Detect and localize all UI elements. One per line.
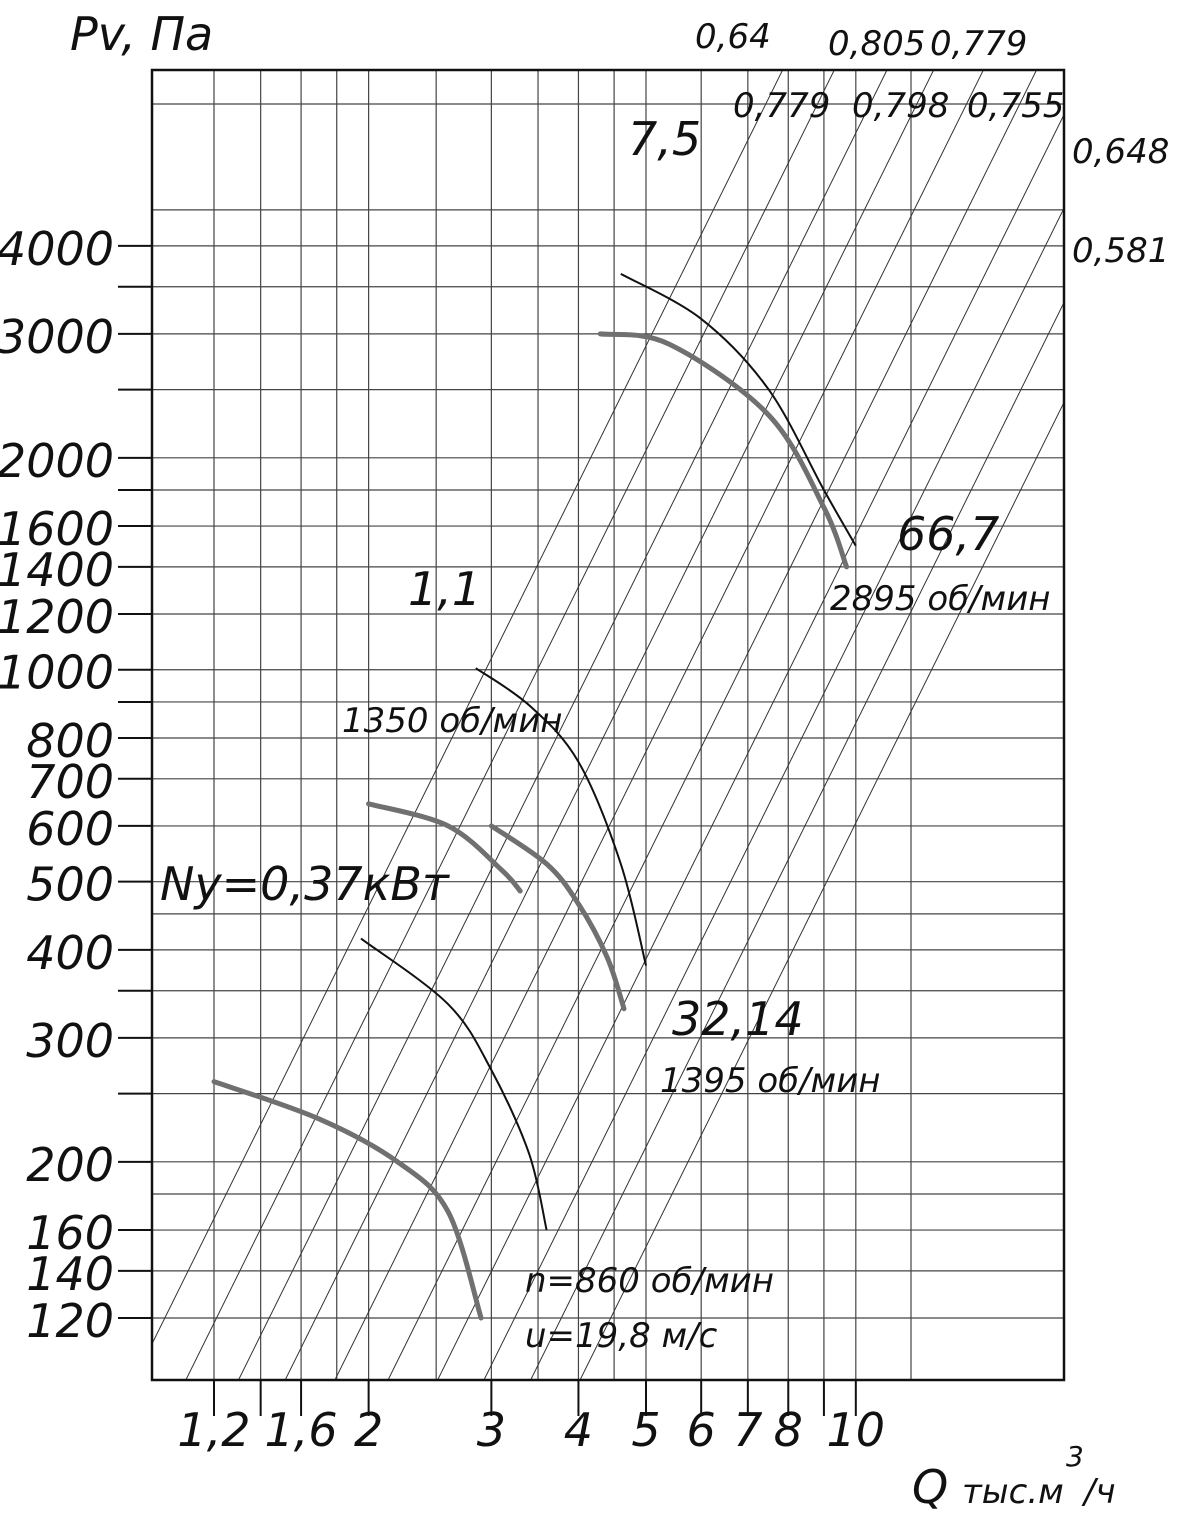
- y-tick-label: 1200: [0, 590, 114, 644]
- velocity-line: [185, 70, 835, 1380]
- eff-right-2: 0,581: [1072, 231, 1169, 271]
- performance-curve-6: [620, 273, 857, 547]
- y-tick-label: 300: [26, 1014, 114, 1068]
- x-tick-label: 5: [631, 1403, 660, 1457]
- x-tick-label: 3: [477, 1403, 506, 1457]
- grid: [152, 70, 1064, 1380]
- velocity-line: [530, 301, 1064, 1380]
- performance-curve-7: [597, 331, 850, 570]
- performance-curve-1: [360, 937, 548, 1231]
- velocity-line: [152, 70, 784, 1345]
- x-tick-label: 1,6: [265, 1403, 338, 1457]
- power-label-75: 7,5: [628, 112, 701, 166]
- eff-top-1: 0,64: [695, 17, 771, 57]
- y-tick-label: 1600: [0, 502, 114, 556]
- eff-row2-1: 0,779: [733, 86, 830, 126]
- power-label-037: Ny=0,37кВт: [160, 857, 450, 911]
- performance-curve-2: [211, 1079, 484, 1321]
- y-axis-title: Pv, Па: [70, 7, 213, 61]
- speed-label-2895: 2895 об/мин: [830, 579, 1051, 619]
- plot-frame: [150, 68, 1066, 1382]
- svg-text:3: 3: [1066, 1440, 1084, 1473]
- performance-curve-3: [475, 667, 647, 966]
- velocity-line: [387, 70, 1038, 1380]
- x-tick-label: 10: [827, 1403, 886, 1457]
- x-tick-label: 6: [687, 1403, 716, 1457]
- y-tick-label: 1400: [0, 543, 114, 597]
- speed-label-1350: 1350 об/мин: [342, 701, 563, 741]
- eff-row2-3: 0,755: [967, 86, 1064, 126]
- eff-right-1: 0,648: [1072, 132, 1169, 172]
- performance-curve-5: [488, 823, 627, 1012]
- performance-curves: [211, 273, 857, 1321]
- y-tick-label: 400: [26, 926, 114, 980]
- svg-text:тыс.м: тыс.м: [962, 1472, 1064, 1512]
- y-tick-label: 800: [26, 714, 114, 768]
- velocity-line: [237, 70, 888, 1380]
- performance-curve-4: [366, 801, 523, 894]
- speed-label-1395: 1395 об/мин: [660, 1061, 881, 1101]
- velocity-line: [579, 401, 1064, 1380]
- x-axis-title: Q тыс.м 3 /ч: [912, 1440, 1116, 1514]
- power-label-3214: 32,14: [672, 992, 804, 1046]
- velocity-line: [334, 70, 984, 1380]
- y-tick-label: 500: [26, 858, 114, 912]
- velocity-line: [284, 70, 935, 1380]
- y-tick-label: 700: [26, 755, 114, 809]
- y-tick-label: 4000: [0, 222, 114, 276]
- x-tick-label: 4: [564, 1403, 593, 1457]
- eff-row2-2: 0,798: [852, 86, 949, 126]
- y-tick-label: 140: [26, 1247, 114, 1301]
- y-tick-label: 2000: [0, 434, 114, 488]
- y-tick-label: 600: [26, 802, 114, 856]
- power-label-667: 66,7: [897, 507, 999, 561]
- diagonal-velocity-lines: [152, 70, 1064, 1380]
- svg-text:Q: Q: [912, 1460, 948, 1514]
- y-tick-label: 160: [26, 1206, 114, 1260]
- velocity-note: u=19,8 м/с: [525, 1316, 718, 1356]
- y-tick-label: 1000: [0, 646, 114, 700]
- y-tick-label: 3000: [0, 310, 114, 364]
- svg-text:/ч: /ч: [1081, 1472, 1116, 1512]
- x-tick-label: 1,2: [177, 1403, 250, 1457]
- y-tick-label: 200: [26, 1138, 114, 1192]
- y-tick-label: 120: [26, 1294, 114, 1348]
- eff-top-2: 0,805: [828, 24, 925, 64]
- speed-note-860: n=860 об/мин: [525, 1261, 774, 1301]
- x-tick-label: 7: [733, 1403, 762, 1457]
- velocity-line: [437, 113, 1064, 1380]
- velocity-line: [483, 207, 1064, 1380]
- eff-top-3: 0,779: [930, 24, 1027, 64]
- x-tick-label: 8: [774, 1403, 803, 1457]
- x-tick-label: 2: [354, 1403, 383, 1457]
- power-label-11: 1,1: [408, 562, 481, 616]
